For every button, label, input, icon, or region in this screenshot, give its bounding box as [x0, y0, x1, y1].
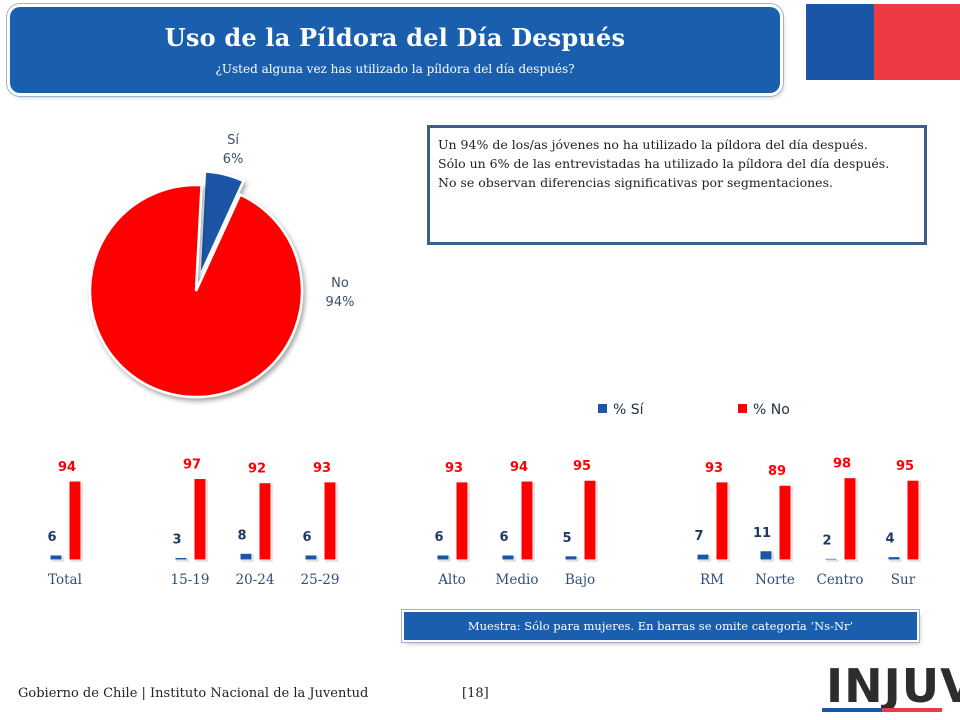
- category-label-medio: Medio: [496, 572, 539, 588]
- category-label-25-29: 25-29: [301, 572, 340, 588]
- title-banner: Uso de la Píldora del Día Después ¿Usted…: [10, 7, 780, 93]
- summary-line-1: Un 94% de los/as jóvenes no ha utilizado…: [438, 137, 868, 152]
- bar-sin-rm: [696, 553, 710, 561]
- bar-sin-sur: [887, 556, 901, 561]
- category-label-centro: Centro: [816, 572, 863, 588]
- bar-label-no-norte: 89: [768, 464, 786, 479]
- pie-label-no: No 94%: [312, 274, 368, 312]
- bar-no-centro: [843, 477, 857, 561]
- bar-label-no-20-24: 92: [248, 462, 266, 477]
- bar-label-sin-centro: 2: [822, 533, 831, 548]
- page-number: [18]: [462, 686, 489, 701]
- category-label-total: Total: [48, 572, 82, 588]
- bar-label-sin-alto: 6: [434, 530, 443, 545]
- category-label-rm: RM: [700, 572, 724, 588]
- bar-label-no-rm: 93: [705, 461, 723, 476]
- bar-label-no-bajo: 95: [573, 459, 591, 474]
- bar-label-sin-rm: 7: [694, 529, 703, 544]
- page-title: Uso de la Píldora del Día Después: [164, 23, 626, 52]
- bar-no-norte: [778, 484, 792, 561]
- legend-label-no: % No: [753, 402, 790, 418]
- bar-no-sur: [906, 479, 920, 561]
- footer-org: Gobierno de Chile | Instituto Nacional d…: [18, 686, 369, 701]
- bar-no-alto: [455, 481, 469, 561]
- bar-sin-centro: [824, 557, 838, 561]
- legend-swatch-no: [738, 404, 747, 413]
- bar-no-20-24: [258, 482, 272, 561]
- flag-red-block: [874, 0, 960, 80]
- category-label-alto: Alto: [437, 572, 466, 588]
- bar-label-sin-15-19: 3: [172, 532, 181, 547]
- bar-sin-bajo: [564, 555, 578, 561]
- category-label-15-19: 15-19: [171, 572, 210, 588]
- page-subtitle: ¿Usted alguna vez has utilizado la píldo…: [215, 62, 575, 76]
- pie-label-si-name: Sí: [227, 133, 239, 148]
- flag-blue-block: [806, 0, 874, 80]
- bar-no-total: [68, 480, 82, 561]
- bar-label-sin-medio: 6: [499, 530, 508, 545]
- summary-line-2: Sólo un 6% de las entrevistadas ha utili…: [438, 156, 890, 171]
- bar-no-rm: [715, 481, 729, 561]
- category-label-sur: Sur: [891, 572, 916, 588]
- summary-line-3: No se observan diferencias significativa…: [438, 175, 833, 190]
- pie-label-si: Sí 6%: [205, 131, 261, 169]
- bar-no-medio: [520, 480, 534, 561]
- bar-label-sin-20-24: 8: [237, 528, 246, 543]
- flag-top-strip: [806, 0, 960, 4]
- logo-underline: [822, 708, 942, 712]
- sample-note: Muestra: Sólo para mujeres. En barras se…: [404, 612, 917, 640]
- pie-slice-si: [198, 170, 246, 278]
- injuv-logo: INJUV: [826, 659, 960, 713]
- bar-sin-20-24: [239, 552, 253, 561]
- bar-label-sin-sur: 4: [885, 532, 894, 547]
- bar-no-15-19: [193, 478, 207, 561]
- legend-label-si: % Sí: [613, 402, 644, 418]
- bar-label-no-25-29: 93: [313, 461, 331, 476]
- legend-swatch-si: [598, 404, 607, 413]
- bar-label-no-sur: 95: [896, 459, 914, 474]
- summary-box: Un 94% de los/as jóvenes no ha utilizado…: [427, 125, 927, 245]
- bar-sin-total: [49, 554, 63, 561]
- bar-label-no-total: 94: [58, 460, 76, 475]
- bar-label-no-15-19: 97: [183, 458, 201, 473]
- bar-sin-15-19: [174, 556, 188, 561]
- bar-label-no-alto: 93: [445, 461, 463, 476]
- pie-label-no-name: No: [331, 276, 349, 291]
- bar-sin-25-29: [304, 554, 318, 561]
- category-label-norte: Norte: [755, 572, 795, 588]
- bar-sin-alto: [436, 554, 450, 561]
- bar-label-sin-total: 6: [47, 530, 56, 545]
- bar-shadow: [826, 559, 839, 562]
- legend-item-no: % No: [738, 402, 790, 418]
- bar-no-25-29: [323, 481, 337, 561]
- pie-label-si-value: 6%: [222, 152, 244, 167]
- category-label-20-24: 20-24: [236, 572, 275, 588]
- bar-no-bajo: [583, 479, 597, 561]
- pie-label-no-value: 94%: [325, 295, 355, 310]
- bar-sin-medio: [501, 554, 515, 561]
- bar-label-no-centro: 98: [833, 457, 851, 472]
- bar-label-sin-bajo: 5: [562, 531, 571, 546]
- bar-label-sin-25-29: 6: [302, 530, 311, 545]
- bar-label-no-medio: 94: [510, 460, 528, 475]
- bar-label-sin-norte: 11: [753, 526, 771, 541]
- category-label-bajo: Bajo: [565, 572, 595, 588]
- pie-slice-no: [88, 183, 304, 399]
- bar-sin-norte: [759, 550, 773, 561]
- legend-item-si: % Sí: [598, 402, 644, 418]
